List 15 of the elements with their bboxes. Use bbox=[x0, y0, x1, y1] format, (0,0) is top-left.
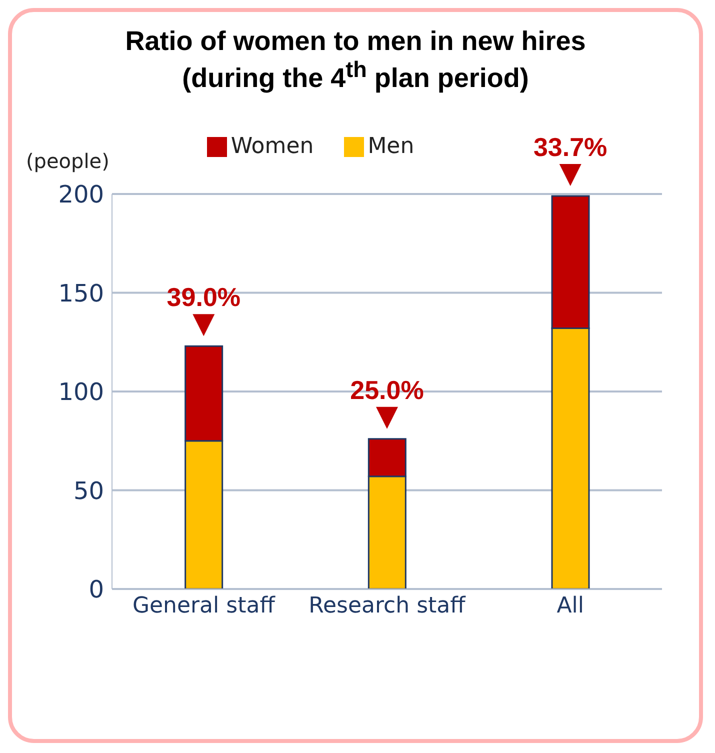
legend-label: Women bbox=[230, 134, 314, 159]
annotation: 25.0% bbox=[350, 374, 424, 405]
y-tick-label: 0 bbox=[88, 576, 104, 604]
y-tick-label: 200 bbox=[58, 180, 104, 209]
annotation: 39.0% bbox=[166, 282, 241, 312]
x-tick-label: Research staff bbox=[308, 594, 466, 619]
y-axis-title: (people) bbox=[26, 149, 110, 173]
chart-title: Ratio of women to men in new hires (during the 4$^{th}$ plan period) bbox=[124, 26, 587, 94]
x-tick-label: All bbox=[556, 594, 584, 619]
x-tick-label: General staff bbox=[132, 594, 276, 619]
y-tick-label: 50 bbox=[73, 476, 104, 505]
annotation: 33.7% bbox=[533, 132, 608, 162]
y-tick-label: 150 bbox=[58, 279, 104, 308]
legend-label: Men bbox=[366, 134, 414, 159]
y-tick-label: 100 bbox=[58, 378, 104, 406]
